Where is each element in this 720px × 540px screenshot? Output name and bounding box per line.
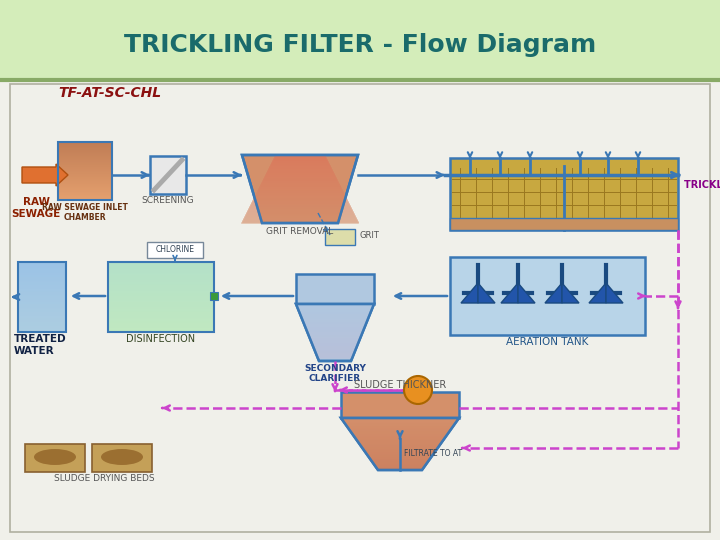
Text: CHLORINE: CHLORINE	[156, 246, 194, 254]
Polygon shape	[341, 418, 459, 470]
Circle shape	[404, 376, 432, 404]
Polygon shape	[545, 283, 562, 303]
Text: GRIT REMOVAL: GRIT REMOVAL	[266, 227, 333, 236]
Bar	[18, 262, 66, 332]
Bar	[210, 292, 218, 300]
Text: FILTRATE TO AT: FILTRATE TO AT	[404, 449, 462, 458]
FancyArrow shape	[22, 164, 68, 186]
Bar	[147, 242, 203, 258]
Bar	[450, 158, 678, 230]
Ellipse shape	[101, 449, 143, 465]
Polygon shape	[606, 283, 623, 303]
Text: TRICKLING FILTER: TRICKLING FILTER	[684, 180, 720, 190]
Bar	[150, 156, 186, 194]
Text: AERATION TANK: AERATION TANK	[506, 337, 588, 347]
Polygon shape	[478, 283, 495, 303]
Polygon shape	[296, 304, 374, 361]
Polygon shape	[501, 283, 518, 303]
Text: DISINFECTION: DISINFECTION	[127, 334, 196, 344]
Bar	[10, 84, 710, 532]
Text: TREATED
WATER: TREATED WATER	[14, 334, 67, 356]
Text: SCREENING: SCREENING	[142, 196, 194, 205]
Bar	[450, 257, 645, 335]
Polygon shape	[589, 283, 606, 303]
Ellipse shape	[34, 449, 76, 465]
Text: RAW
SEWAGE: RAW SEWAGE	[12, 197, 60, 219]
Bar	[341, 392, 459, 418]
Text: SLUDGE DRYING BEDS: SLUDGE DRYING BEDS	[54, 474, 154, 483]
Polygon shape	[562, 283, 579, 303]
Bar	[450, 218, 678, 230]
Text: RAW SEWAGE INLET
CHAMBER: RAW SEWAGE INLET CHAMBER	[42, 203, 128, 222]
Polygon shape	[242, 155, 358, 223]
Polygon shape	[461, 283, 478, 303]
Bar	[92, 444, 152, 472]
Bar	[25, 444, 85, 472]
Bar	[0, 0, 720, 80]
Bar	[296, 274, 374, 304]
Text: GRIT: GRIT	[360, 231, 380, 240]
Bar	[325, 229, 355, 245]
Text: TRICKLING FILTER - Flow Diagram: TRICKLING FILTER - Flow Diagram	[124, 33, 596, 57]
Bar	[58, 142, 112, 200]
Text: SECONDARY
CLARIFIER: SECONDARY CLARIFIER	[304, 364, 366, 383]
Bar	[0, 80, 720, 540]
Bar	[108, 262, 214, 332]
Text: SLUDGE THICKNER: SLUDGE THICKNER	[354, 380, 446, 390]
Polygon shape	[518, 283, 535, 303]
Text: TF-AT-SC-CHL: TF-AT-SC-CHL	[58, 86, 161, 100]
